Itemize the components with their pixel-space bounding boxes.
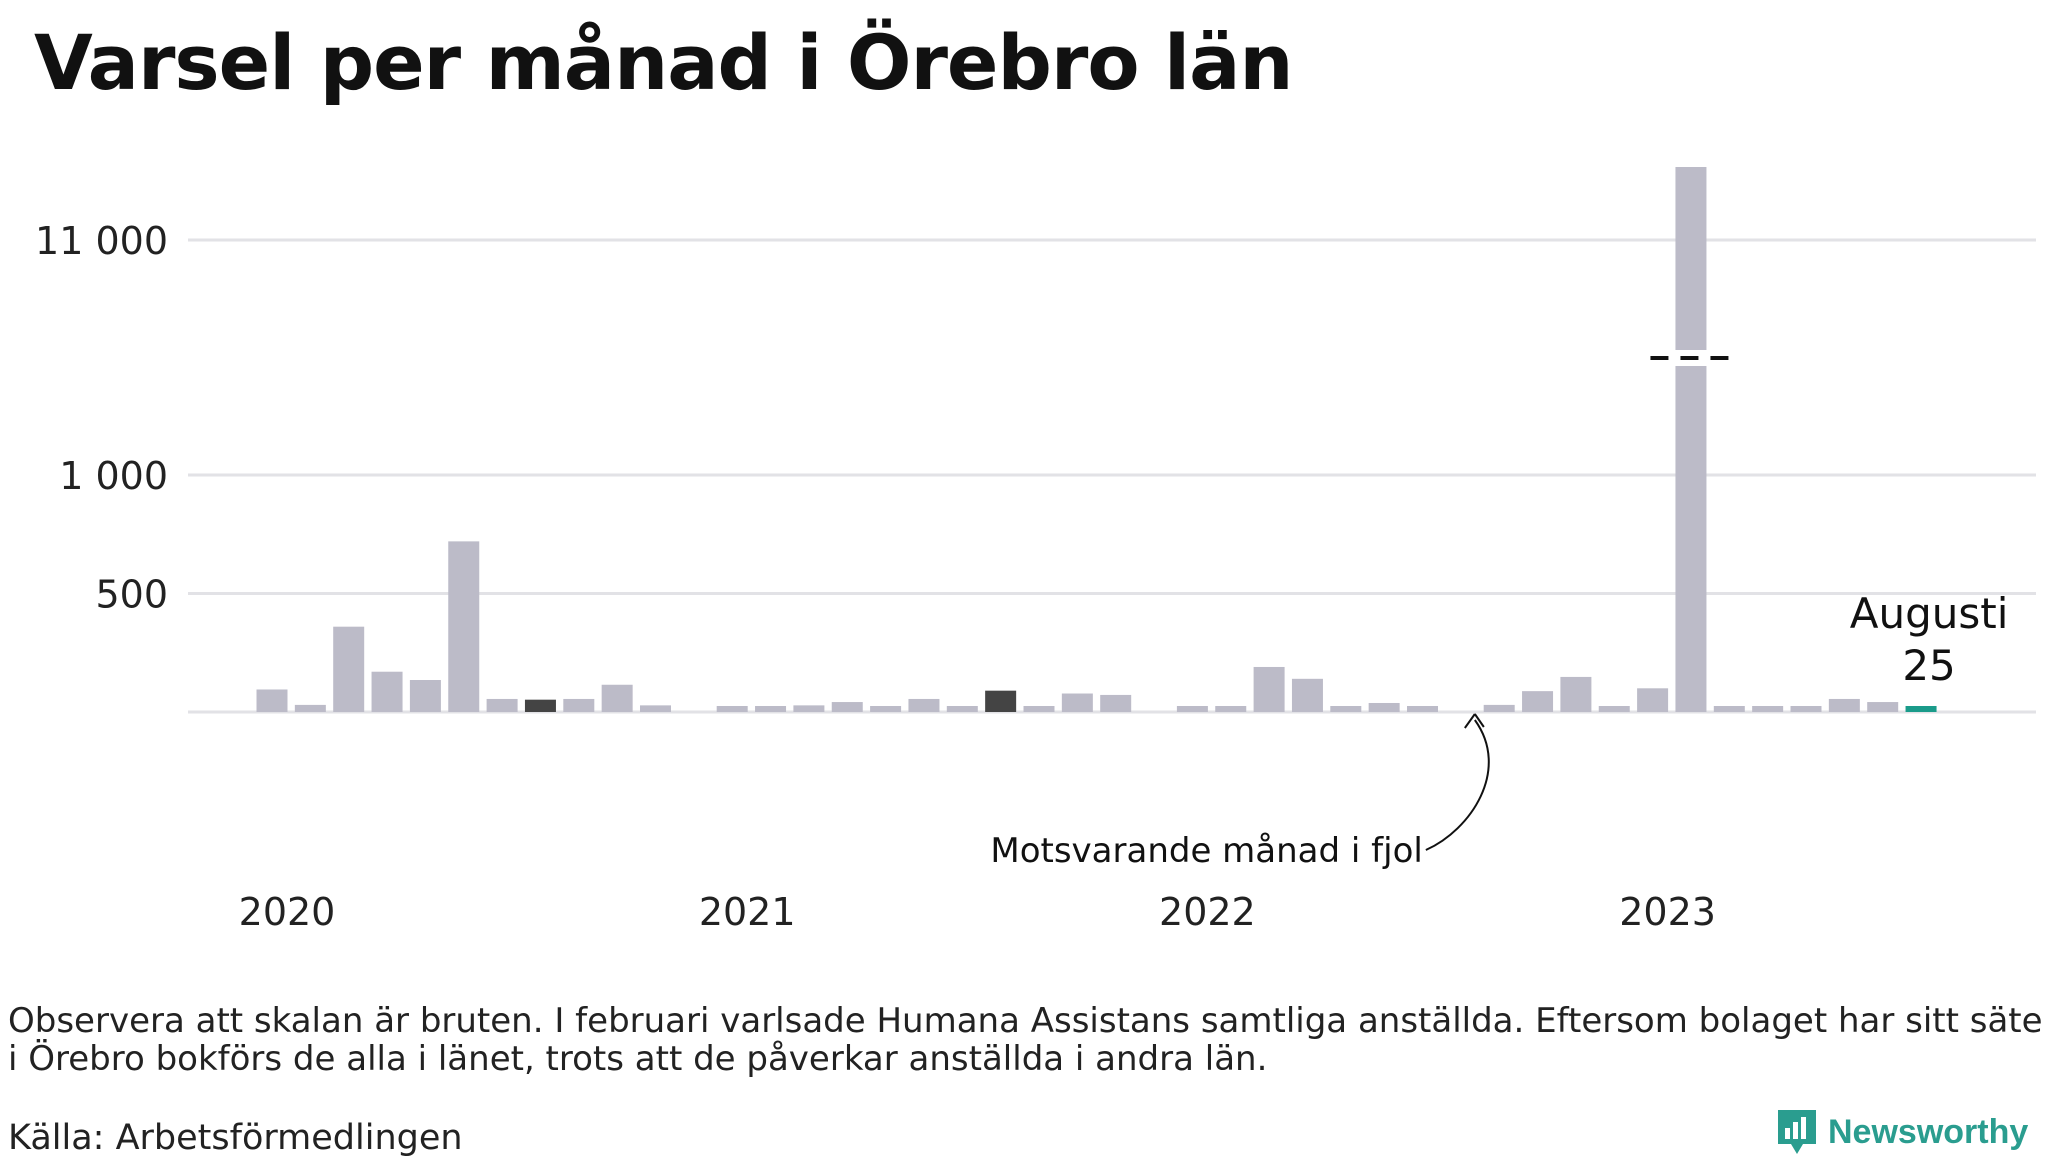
bar <box>716 706 748 712</box>
bar <box>1483 704 1515 712</box>
y-tick-label: 500 <box>95 573 168 617</box>
bar <box>1100 694 1132 712</box>
bar <box>1176 706 1208 712</box>
previous-year-arrow <box>1425 719 1490 851</box>
bar <box>1330 706 1362 712</box>
bar <box>294 704 326 712</box>
bar <box>1713 706 1745 712</box>
source-label: Källa: Arbetsförmedlingen <box>8 1118 463 1158</box>
bar <box>601 684 633 712</box>
x-year-label: 2022 <box>1159 890 1256 934</box>
x-year-label: 2021 <box>699 890 796 934</box>
bar <box>908 698 940 712</box>
bar <box>1828 698 1860 712</box>
bar <box>985 690 1017 712</box>
bar <box>1407 706 1438 712</box>
bar <box>1253 666 1285 712</box>
bar <box>1790 706 1822 712</box>
bar <box>1522 691 1554 712</box>
bar <box>755 706 787 712</box>
bar <box>256 689 288 712</box>
bar <box>1867 702 1899 712</box>
bar <box>946 706 978 712</box>
current-month-label: Augusti <box>1850 589 2009 638</box>
bar <box>1023 706 1055 712</box>
bar <box>1560 676 1592 712</box>
bar <box>1291 678 1323 712</box>
newsworthy-icon <box>1778 1110 1816 1154</box>
bar <box>409 680 441 712</box>
bar <box>1752 706 1784 712</box>
bar <box>333 626 365 712</box>
bar <box>563 698 595 712</box>
bar <box>1061 693 1093 712</box>
y-tick-label: 11 000 <box>35 219 168 263</box>
chart-note: Observera att skalan är bruten. I februa… <box>8 1001 2043 1079</box>
bar <box>1905 706 1937 712</box>
brand-name: Newsworthy <box>1828 1112 2029 1151</box>
bar <box>524 699 556 712</box>
bar <box>371 671 403 712</box>
newsworthy-logo: Newsworthy <box>1776 1108 2028 1156</box>
current-value-label: 25 <box>1902 641 1955 690</box>
x-year-label: 2023 <box>1619 890 1716 934</box>
bar <box>870 706 902 712</box>
bar <box>486 698 518 712</box>
x-year-label: 2020 <box>239 890 336 934</box>
arrow-head <box>1464 713 1485 729</box>
bar <box>448 541 480 712</box>
previous-year-label: Motsvarande månad i fjol <box>990 831 1422 871</box>
bar <box>831 702 863 712</box>
chart-title: Varsel per månad i Örebro län <box>34 18 1293 107</box>
bar <box>1598 706 1630 712</box>
y-tick-label: 1 000 <box>59 454 168 498</box>
bar <box>793 705 825 712</box>
bar <box>640 705 671 712</box>
bar <box>1637 688 1669 712</box>
bar <box>1675 167 1707 712</box>
bar <box>1215 706 1247 712</box>
bar <box>1368 702 1400 712</box>
